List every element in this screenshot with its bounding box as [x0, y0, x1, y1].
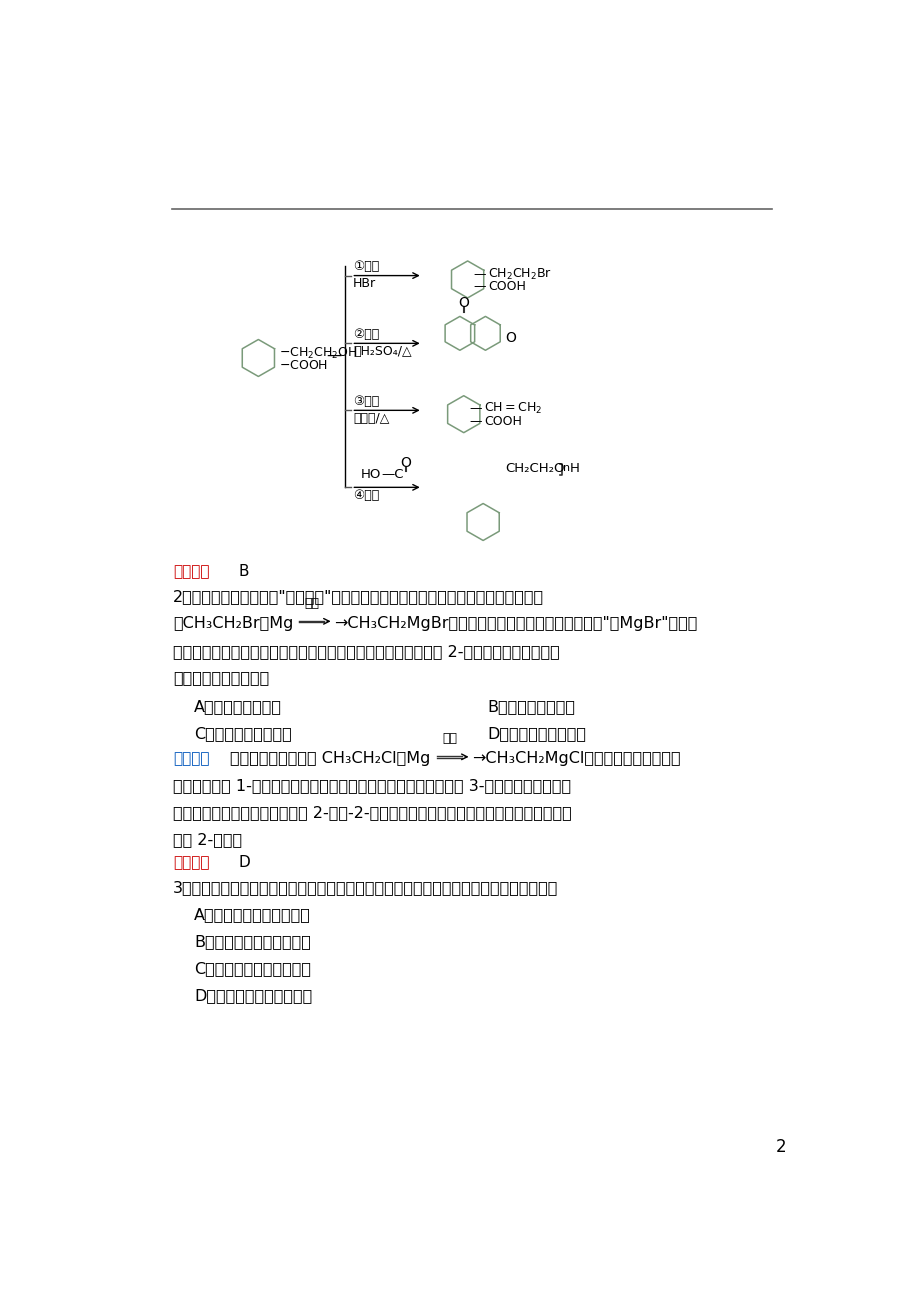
- Text: ④缩聚: ④缩聚: [353, 488, 379, 501]
- Text: —C: —C: [381, 467, 403, 480]
- Text: ②酯化: ②酯化: [353, 328, 379, 341]
- Text: B．　加成反应、消去反应: B． 加成反应、消去反应: [194, 934, 311, 949]
- Text: 2: 2: [776, 1138, 786, 1156]
- Text: O: O: [505, 331, 516, 345]
- Text: →CH₃CH₂MgBr，它可与羰基发生加成反应，其中的"－MgBr"部分加: →CH₃CH₂MgBr，它可与羰基发生加成反应，其中的"－MgBr"部分加: [334, 616, 697, 631]
- Text: 乙醚: 乙醚: [304, 596, 319, 609]
- Text: 【答案】: 【答案】: [173, 855, 210, 871]
- Text: 如CH₃CH₂Br＋Mg: 如CH₃CH₂Br＋Mg: [173, 616, 293, 631]
- Text: O: O: [400, 456, 411, 470]
- Text: —: —: [470, 402, 482, 415]
- Text: A．　氯乙烷和甲醛: A． 氯乙烷和甲醛: [194, 699, 282, 713]
- Text: COOH: COOH: [487, 280, 525, 293]
- Text: 2．　格林尼亚试剂简称"格氏试剂"，它是卤代烃与金属镁在无水乙醚中作用得到的，: 2． 格林尼亚试剂简称"格氏试剂"，它是卤代烃与金属镁在无水乙醚中作用得到的，: [173, 589, 544, 604]
- Text: —: —: [470, 414, 482, 427]
- Text: 3．　如果以乙烯为原料，经过两步反应制得乙二醇，则这两步反应的类型依次是（　　）: 3． 如果以乙烯为原料，经过两步反应制得乙二醇，则这两步反应的类型依次是（ ）: [173, 880, 558, 894]
- Text: 氯乙烷先发生反应 CH₃CH₂Cl＋Mg: 氯乙烷先发生反应 CH₃CH₂Cl＋Mg: [230, 751, 429, 767]
- Text: 应水解后生成 1-丙醇；氯乙烷和丙醛发生上述一系列反应后会生成 3-戊醇；一氯甲烷和丙: 应水解后生成 1-丙醇；氯乙烷和丙醛发生上述一系列反应后会生成 3-戊醇；一氯甲…: [173, 779, 571, 793]
- Text: $-$COOH: $-$COOH: [278, 359, 327, 372]
- Text: —: —: [473, 280, 486, 293]
- Text: n: n: [562, 464, 570, 473]
- Text: H: H: [569, 462, 579, 475]
- Text: CH₂CH₂O: CH₂CH₂O: [505, 462, 563, 475]
- Text: O: O: [458, 296, 469, 310]
- Text: →CH₃CH₂MgCl，然后再与甲醛发生反: →CH₃CH₂MgCl，然后再与甲醛发生反: [471, 751, 680, 767]
- Text: D: D: [239, 855, 251, 871]
- Text: 到羰基的氧上，所得产物经水解可得醇。今欲通过上述反应合成 2-丙醇，选用的有机原料: 到羰基的氧上，所得产物经水解可得醇。今欲通过上述反应合成 2-丙醇，选用的有机原…: [173, 643, 560, 659]
- Text: HO: HO: [360, 467, 380, 480]
- Text: —: —: [326, 348, 342, 362]
- Text: 酮发生上述一系列反应后会生成 2-甲基-2-丙醇；一氯甲烷和乙醛发生上述一系列反应后会: 酮发生上述一系列反应后会生成 2-甲基-2-丙醇；一氯甲烷和乙醛发生上述一系列反…: [173, 806, 572, 820]
- Text: A．　加成反应、取代反应: A． 加成反应、取代反应: [194, 907, 311, 922]
- Text: 乙醚: 乙醚: [442, 732, 457, 745]
- Text: ①取代: ①取代: [353, 260, 379, 273]
- Text: ③消去: ③消去: [353, 395, 379, 408]
- Text: —: —: [473, 267, 486, 280]
- Text: D．　取代反应、加成反应: D． 取代反应、加成反应: [194, 988, 312, 1003]
- Text: COOH: COOH: [483, 414, 521, 427]
- Text: B: B: [239, 564, 249, 579]
- Text: 正确的一组是（　　）: 正确的一组是（ ）: [173, 671, 269, 686]
- Text: 【解析】: 【解析】: [173, 751, 210, 767]
- Text: C．　一氯甲烷和丙酮: C． 一氯甲烷和丙酮: [194, 727, 291, 741]
- Text: HBr: HBr: [353, 277, 376, 290]
- Text: $-$CH$_2$CH$_2$OH: $-$CH$_2$CH$_2$OH: [278, 346, 357, 361]
- Text: 生成 2-丙醇。: 生成 2-丙醇。: [173, 832, 242, 848]
- Text: 浓硫酸/△: 浓硫酸/△: [353, 411, 389, 424]
- Text: 【答案】: 【答案】: [173, 564, 210, 579]
- Text: D．　一氯甲烷和乙醛: D． 一氯甲烷和乙醛: [486, 727, 585, 741]
- Text: B．　氯乙烷和丙醛: B． 氯乙烷和丙醛: [486, 699, 574, 713]
- Text: CH$=$CH$_2$: CH$=$CH$_2$: [483, 401, 541, 417]
- Text: 浓H₂SO₄/△: 浓H₂SO₄/△: [353, 345, 411, 358]
- Text: C．　取代反应、消去反应: C． 取代反应、消去反应: [194, 961, 311, 976]
- Text: CH$_2$CH$_2$Br: CH$_2$CH$_2$Br: [487, 267, 551, 281]
